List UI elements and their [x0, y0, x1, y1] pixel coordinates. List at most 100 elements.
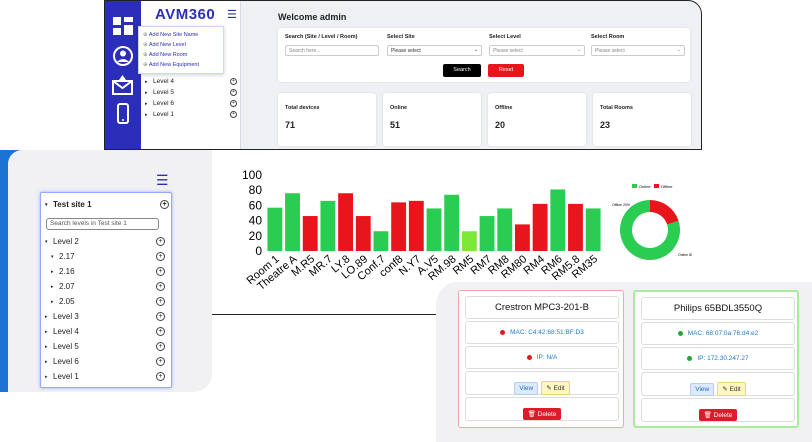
search-button[interactable]: Search: [443, 64, 481, 77]
edit-button[interactable]: ✎ Edit: [541, 381, 570, 395]
top-sidebar: AVM360 ☰ ▾Test siteSearch lev▸Level 2▸Le…: [141, 1, 241, 149]
bar[interactable]: [497, 208, 513, 251]
add-circle-icon[interactable]: +: [156, 297, 165, 306]
reset-button[interactable]: Reset: [488, 64, 524, 77]
tree-item[interactable]: ▸ Level 1 +: [45, 369, 171, 384]
view-button[interactable]: View: [690, 383, 715, 396]
caret-icon: ▾: [45, 238, 48, 245]
add-circle-icon[interactable]: +: [230, 100, 237, 107]
bar[interactable]: [479, 216, 495, 251]
tree-item[interactable]: ▸ Level 5 +: [45, 339, 171, 354]
device-card: Philips 65BDL3550Q MAC: 68:07:0a:76:d4:e2…: [633, 290, 799, 428]
delete-button[interactable]: 🗑 Delete: [698, 409, 738, 421]
user-icon[interactable]: [111, 45, 135, 66]
bar[interactable]: [444, 194, 460, 251]
tree-item[interactable]: ▸ 2.05 +: [51, 294, 171, 309]
bar[interactable]: [568, 203, 583, 251]
search-input[interactable]: Search here...: [285, 45, 379, 56]
bar[interactable]: [532, 203, 548, 251]
y-tick-label: 60: [249, 198, 263, 212]
bar[interactable]: [302, 216, 318, 251]
add-circle-icon[interactable]: +: [156, 282, 165, 291]
bar[interactable]: [355, 216, 371, 251]
add-circle-icon[interactable]: +: [156, 342, 165, 351]
top-tree-item[interactable]: ▸ Level 4 +: [145, 76, 240, 87]
tree-item[interactable]: ▸ Level 3 +: [45, 309, 171, 324]
tree-item[interactable]: ▸ 2.07 +: [51, 279, 171, 294]
tree-item-label: 2.07: [59, 282, 75, 291]
tree-item-label: Level 2: [53, 237, 79, 246]
bar[interactable]: [514, 224, 530, 251]
add-circle-icon[interactable]: +: [230, 111, 237, 118]
level-select[interactable]: Please select ⌄: [489, 45, 585, 56]
add-circle-icon[interactable]: +: [230, 89, 237, 96]
mobile-device-icon[interactable]: [111, 103, 135, 124]
add-circle-icon[interactable]: +: [156, 327, 165, 336]
bar[interactable]: [338, 193, 354, 251]
pie-slice[interactable]: [620, 200, 680, 260]
add-circle-icon[interactable]: +: [156, 372, 165, 381]
top-tree-item-label: Level 5: [153, 89, 174, 96]
context-menu-item[interactable]: ⊕ Add New Room: [143, 50, 219, 60]
pie-slice[interactable]: [650, 200, 679, 225]
context-menu-label: Add New Room: [148, 52, 188, 58]
level-select-value: Please select: [493, 48, 523, 54]
bar[interactable]: [461, 231, 477, 251]
brand-logo: AVM360: [155, 6, 216, 23]
device-ip: IP: N/A: [536, 354, 558, 361]
add-circle-icon[interactable]: +: [156, 312, 165, 321]
bar[interactable]: [285, 193, 300, 251]
tree-item[interactable]: ▾ Level 2 +: [45, 234, 171, 249]
tree-item[interactable]: ▸ 2.16 +: [51, 264, 171, 279]
add-context-menu: ⊕ Add New Site Name ⊕ Add New Level ⊕ Add …: [138, 26, 224, 74]
caret-icon: ▸: [45, 373, 48, 380]
device-name: Philips 65BDL3550Q: [673, 303, 763, 314]
context-menu-item[interactable]: ⊕ Add New Level: [143, 40, 219, 50]
level-label: Select Level: [489, 34, 521, 40]
context-menu-item[interactable]: ⊕ Add New Site Name: [143, 30, 219, 40]
tree-item[interactable]: ▸ Level 4 +: [45, 324, 171, 339]
add-circle-icon: ⊕: [143, 52, 149, 58]
status-dot-icon: [677, 330, 683, 336]
add-circle-icon[interactable]: +: [156, 267, 165, 276]
delete-button[interactable]: 🗑 Delete: [522, 408, 562, 420]
caret-icon: ▸: [45, 358, 48, 365]
tree-search-input[interactable]: Search levels in Test site 1: [46, 218, 159, 230]
bar[interactable]: [585, 208, 601, 251]
mail-alert-icon[interactable]: [111, 75, 135, 95]
context-menu-item[interactable]: ⊕ Add New Equipment: [143, 60, 219, 70]
top-tree-item[interactable]: ▸ Level 5 +: [145, 87, 240, 98]
stat-label: Offline: [495, 105, 513, 111]
bar[interactable]: [391, 202, 407, 251]
caret-icon: ▸: [45, 328, 48, 335]
room-select[interactable]: Please select ⌄: [591, 45, 685, 56]
tree-item[interactable]: ▸ Level 6 +: [45, 354, 171, 369]
view-button[interactable]: View: [514, 382, 539, 395]
add-circle-icon[interactable]: +: [160, 200, 169, 209]
bar[interactable]: [550, 189, 566, 251]
tree-item[interactable]: ▾ 2.17 +: [51, 249, 171, 264]
add-circle-icon[interactable]: +: [230, 78, 237, 85]
bar[interactable]: [320, 200, 336, 251]
dashboard-icon[interactable]: [111, 15, 135, 35]
pencil-icon: ✎: [722, 386, 730, 393]
trash-icon: 🗑: [527, 411, 538, 418]
stat-card: Total devices 71: [278, 93, 376, 146]
top-tree-item[interactable]: ▸ Level 1 +: [145, 109, 240, 120]
bar[interactable]: [426, 208, 442, 251]
add-circle-icon[interactable]: +: [156, 357, 165, 366]
site-select[interactable]: Please select ⌄: [387, 45, 482, 56]
top-tree-item[interactable]: ▸ Level 6 +: [145, 98, 240, 109]
bar[interactable]: [267, 207, 283, 251]
tree-site-row[interactable]: ▾ Test site 1 +: [45, 197, 175, 212]
add-circle-icon[interactable]: +: [156, 237, 165, 246]
add-circle-icon[interactable]: +: [156, 252, 165, 261]
bar[interactable]: [373, 231, 389, 251]
stat-value: 23: [600, 120, 611, 130]
edit-button[interactable]: ✎ Edit: [717, 382, 746, 396]
hamburger-icon[interactable]: ☰: [156, 172, 169, 188]
bar[interactable]: [408, 200, 424, 251]
stat-value: 51: [390, 120, 401, 130]
caret-icon: ▸: [145, 78, 148, 85]
hamburger-icon[interactable]: ☰: [227, 9, 237, 21]
